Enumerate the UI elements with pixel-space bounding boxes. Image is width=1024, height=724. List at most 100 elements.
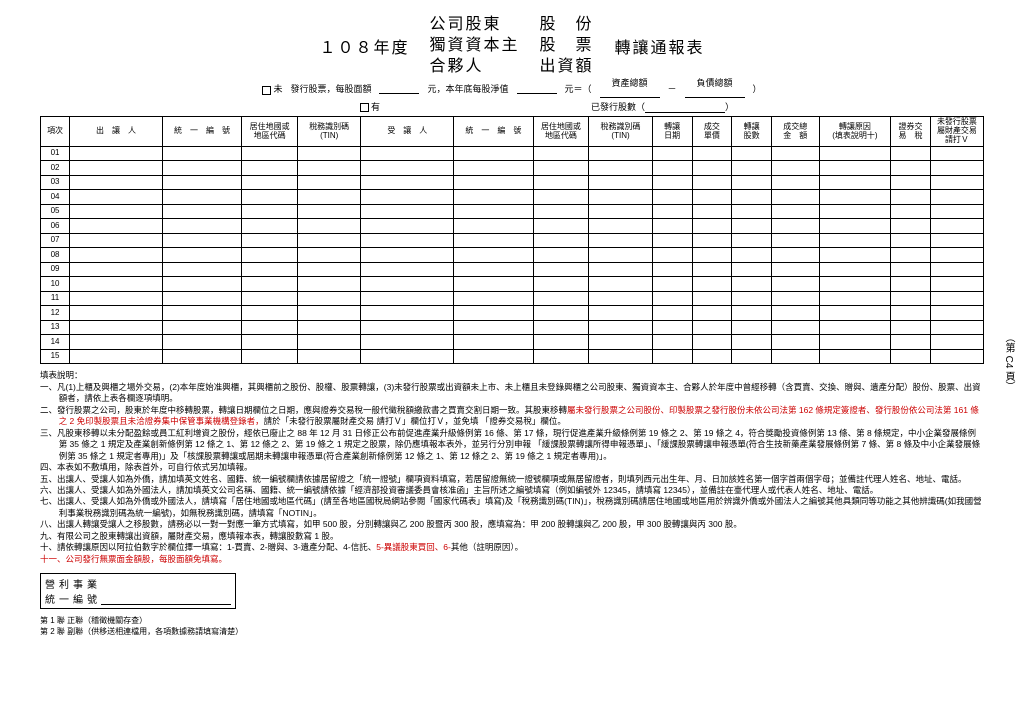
- cell[interactable]: [819, 161, 891, 176]
- cell[interactable]: [162, 190, 241, 205]
- cell[interactable]: [589, 146, 653, 161]
- cell[interactable]: [819, 190, 891, 205]
- cell[interactable]: [652, 204, 692, 219]
- checkbox-yes[interactable]: [360, 103, 369, 112]
- cell[interactable]: [361, 349, 454, 364]
- cell[interactable]: [533, 320, 589, 335]
- cell[interactable]: [771, 161, 819, 176]
- cell[interactable]: [70, 233, 163, 248]
- cell[interactable]: [242, 320, 298, 335]
- cell[interactable]: [891, 291, 931, 306]
- cell[interactable]: [771, 175, 819, 190]
- cell[interactable]: [891, 306, 931, 321]
- cell[interactable]: [589, 219, 653, 234]
- cell[interactable]: [533, 190, 589, 205]
- cell[interactable]: [162, 146, 241, 161]
- cell[interactable]: [242, 233, 298, 248]
- cell[interactable]: [361, 291, 454, 306]
- cell[interactable]: [162, 175, 241, 190]
- cell[interactable]: [930, 175, 983, 190]
- cell[interactable]: [70, 248, 163, 263]
- cell[interactable]: [242, 175, 298, 190]
- cell[interactable]: [692, 204, 732, 219]
- blank-asset[interactable]: [600, 88, 660, 98]
- cell[interactable]: [162, 219, 241, 234]
- cell[interactable]: [771, 335, 819, 350]
- blank-face[interactable]: [379, 84, 419, 94]
- cell[interactable]: [242, 190, 298, 205]
- cell[interactable]: [162, 349, 241, 364]
- cell[interactable]: [589, 204, 653, 219]
- cell[interactable]: [533, 233, 589, 248]
- cell[interactable]: [242, 219, 298, 234]
- cell[interactable]: [589, 161, 653, 176]
- cell[interactable]: [771, 248, 819, 263]
- cell[interactable]: [361, 233, 454, 248]
- cell[interactable]: [891, 219, 931, 234]
- blank-nav[interactable]: [517, 84, 557, 94]
- cell[interactable]: [533, 204, 589, 219]
- cell[interactable]: [361, 190, 454, 205]
- cell[interactable]: [454, 335, 533, 350]
- cell[interactable]: [891, 335, 931, 350]
- cell[interactable]: [589, 349, 653, 364]
- cell[interactable]: [297, 320, 361, 335]
- cell[interactable]: [242, 248, 298, 263]
- cell[interactable]: [732, 277, 772, 292]
- cell[interactable]: [297, 277, 361, 292]
- cell[interactable]: [732, 161, 772, 176]
- cell[interactable]: [732, 190, 772, 205]
- cell[interactable]: [162, 262, 241, 277]
- cell[interactable]: [930, 146, 983, 161]
- cell[interactable]: [533, 161, 589, 176]
- cell[interactable]: [533, 248, 589, 263]
- cell[interactable]: [361, 248, 454, 263]
- cell[interactable]: [652, 306, 692, 321]
- cell[interactable]: [930, 349, 983, 364]
- cell[interactable]: [891, 320, 931, 335]
- cell[interactable]: [70, 349, 163, 364]
- cell[interactable]: [771, 262, 819, 277]
- cell[interactable]: [819, 219, 891, 234]
- cell[interactable]: [70, 306, 163, 321]
- cell[interactable]: [692, 291, 732, 306]
- cell[interactable]: [891, 248, 931, 263]
- cell[interactable]: [819, 262, 891, 277]
- cell[interactable]: [70, 175, 163, 190]
- cell[interactable]: [162, 161, 241, 176]
- cell[interactable]: [589, 248, 653, 263]
- cell[interactable]: [930, 190, 983, 205]
- cell[interactable]: [242, 146, 298, 161]
- cell[interactable]: [732, 291, 772, 306]
- cell[interactable]: [652, 262, 692, 277]
- cell[interactable]: [891, 204, 931, 219]
- cell[interactable]: [162, 320, 241, 335]
- cell[interactable]: [297, 335, 361, 350]
- cell[interactable]: [533, 175, 589, 190]
- cell[interactable]: [589, 306, 653, 321]
- cell[interactable]: [771, 204, 819, 219]
- cell[interactable]: [891, 146, 931, 161]
- cell[interactable]: [732, 146, 772, 161]
- cell[interactable]: [692, 233, 732, 248]
- cell[interactable]: [162, 204, 241, 219]
- cell[interactable]: [242, 349, 298, 364]
- cell[interactable]: [692, 146, 732, 161]
- cell[interactable]: [361, 306, 454, 321]
- cell[interactable]: [930, 233, 983, 248]
- cell[interactable]: [819, 175, 891, 190]
- cell[interactable]: [454, 320, 533, 335]
- cell[interactable]: [589, 291, 653, 306]
- cell[interactable]: [297, 161, 361, 176]
- cell[interactable]: [819, 306, 891, 321]
- cell[interactable]: [589, 335, 653, 350]
- cell[interactable]: [771, 320, 819, 335]
- cell[interactable]: [70, 335, 163, 350]
- cell[interactable]: [242, 161, 298, 176]
- cell[interactable]: [297, 190, 361, 205]
- cell[interactable]: [454, 146, 533, 161]
- cell[interactable]: [242, 262, 298, 277]
- cell[interactable]: [361, 320, 454, 335]
- cell[interactable]: [297, 306, 361, 321]
- cell[interactable]: [732, 248, 772, 263]
